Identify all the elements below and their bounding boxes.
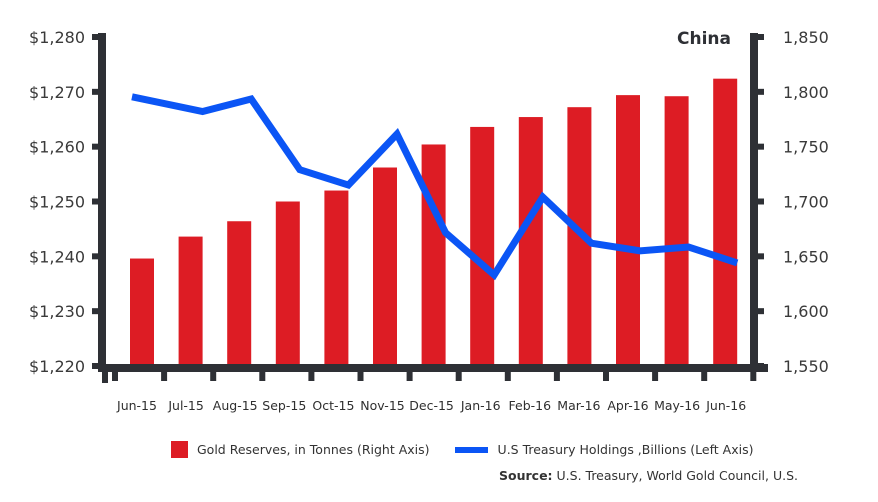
left-axis-tick-label: $1,280 — [29, 28, 85, 47]
legend-label-treasury-holdings: U.S Treasury Holdings ,Billions (Left Ax… — [497, 442, 754, 457]
right-axis-tick — [756, 308, 764, 315]
right-axis-tick — [756, 363, 764, 369]
bar-jul-15 — [178, 236, 203, 366]
x-axis-tick-label: Nov-15 — [360, 398, 404, 413]
x-axis-tick-label: Feb-16 — [509, 398, 552, 413]
x-axis-tick — [603, 370, 609, 381]
x-axis-tick-label: May-16 — [654, 398, 700, 413]
legend-label-gold-reserves: Gold Reserves, in Tonnes (Right Axis) — [197, 442, 430, 457]
bar-jan-16 — [470, 126, 495, 366]
left-axis-tick — [92, 143, 100, 150]
right-axis-tick-label: 1,800 — [783, 83, 829, 102]
bar-may-16 — [664, 96, 689, 366]
x-axis-tick — [259, 370, 266, 381]
x-axis-tick-label: Apr-16 — [607, 398, 648, 413]
x-axis-tick — [701, 370, 708, 381]
x-axis-tick — [161, 370, 168, 381]
right-axis-tick-label: 1,700 — [783, 193, 829, 212]
x-axis-tick-label: Jan-16 — [460, 398, 501, 413]
bar-oct-15 — [324, 190, 349, 366]
left-axis-line — [98, 33, 106, 372]
left-axis-tick-labels: $1,220 $1,230 $1,240 $1,250 $1,260 $1,270 $1,2… — [29, 28, 85, 376]
source-note: Source: U.S. Treasury, World Gold Counci… — [499, 468, 798, 483]
right-axis-tick-label: 1,650 — [783, 247, 829, 266]
left-axis-tick — [92, 198, 100, 205]
x-axis-tick — [112, 370, 118, 381]
x-axis-tick-label: Mar-16 — [557, 398, 600, 413]
bar-dec-15 — [421, 144, 446, 366]
x-axis-tick — [553, 370, 560, 381]
bar-aug-15 — [227, 221, 252, 366]
left-axis-tick — [92, 363, 100, 369]
x-axis-tick-label: Sep-15 — [262, 398, 306, 413]
legend-swatch-treasury-holdings — [454, 446, 488, 453]
x-axis-tick — [357, 370, 364, 381]
line-series-treasury-holdings — [131, 93, 739, 281]
left-axis-tick-label: $1,260 — [29, 138, 85, 157]
left-axis-tick-label: $1,230 — [29, 302, 85, 321]
axes — [92, 33, 768, 383]
right-axis-tick-label: 1,750 — [783, 138, 829, 157]
x-axis-tick-label: Jul-15 — [167, 398, 204, 413]
right-axis-tick — [756, 198, 764, 205]
left-axis-tick — [92, 308, 100, 315]
x-axis-tick-label: Oct-15 — [312, 398, 354, 413]
right-axis-tick-label: 1,850 — [783, 28, 829, 47]
left-axis-tick — [92, 34, 100, 40]
x-axis-origin-tick — [102, 370, 108, 383]
right-axis-tick-label: 1,550 — [783, 357, 829, 376]
x-axis-tick-label: Dec-15 — [409, 398, 454, 413]
x-axis-tick — [210, 370, 217, 381]
x-axis-tick — [750, 370, 757, 381]
bar-apr-16 — [616, 95, 640, 366]
x-axis-tick — [308, 370, 315, 381]
right-axis-line — [750, 33, 758, 372]
left-axis-tick — [92, 253, 100, 260]
x-axis-tick-label: Jun-15 — [116, 398, 157, 413]
x-axis-tick — [455, 370, 462, 381]
legend-swatch-gold-reserves — [171, 441, 188, 458]
bar-feb-16 — [518, 117, 543, 366]
x-axis-tick — [652, 370, 659, 381]
right-axis-tick — [756, 143, 764, 150]
right-axis-tick — [756, 253, 764, 260]
x-axis-tick-labels: Jun-15 Jul-15 Aug-15 Sep-15 Oct-15 Nov-15 Dec-… — [116, 398, 746, 413]
right-axis-tick-label: 1,600 — [783, 302, 829, 321]
bar-jun-16 — [713, 78, 738, 366]
bar-jun-15 — [130, 258, 154, 366]
right-axis-tick — [756, 88, 764, 95]
left-axis-tick-label: $1,270 — [29, 83, 85, 102]
bar-nov-15 — [373, 167, 397, 366]
chart-plot: $1,220 $1,230 $1,240 $1,250 $1,260 $1,270 $1,2… — [29, 28, 829, 413]
bar-series-gold-reserves — [130, 78, 738, 366]
chart-title: China — [677, 29, 731, 49]
left-axis-tick — [92, 88, 100, 95]
right-axis-tick — [756, 34, 764, 40]
bar-sep-15 — [275, 201, 300, 366]
legend: Gold Reserves, in Tonnes (Right Axis) U.… — [171, 441, 753, 458]
left-axis-tick-label: $1,250 — [29, 193, 85, 212]
source-label: Source: — [499, 468, 553, 483]
right-axis-tick-labels: 1,550 1,600 1,650 1,700 1,750 1,800 1,850 — [783, 28, 829, 376]
x-axis-tick — [406, 370, 413, 381]
x-axis-line — [98, 364, 768, 372]
source-text: U.S. Treasury, World Gold Council, U.S. — [552, 468, 798, 483]
left-axis-tick-label: $1,220 — [29, 357, 85, 376]
x-axis-tick-label: Jun-16 — [705, 398, 746, 413]
x-axis-tick — [504, 370, 511, 381]
x-axis-tick-label: Aug-15 — [213, 398, 258, 413]
left-axis-tick-label: $1,240 — [29, 247, 85, 266]
